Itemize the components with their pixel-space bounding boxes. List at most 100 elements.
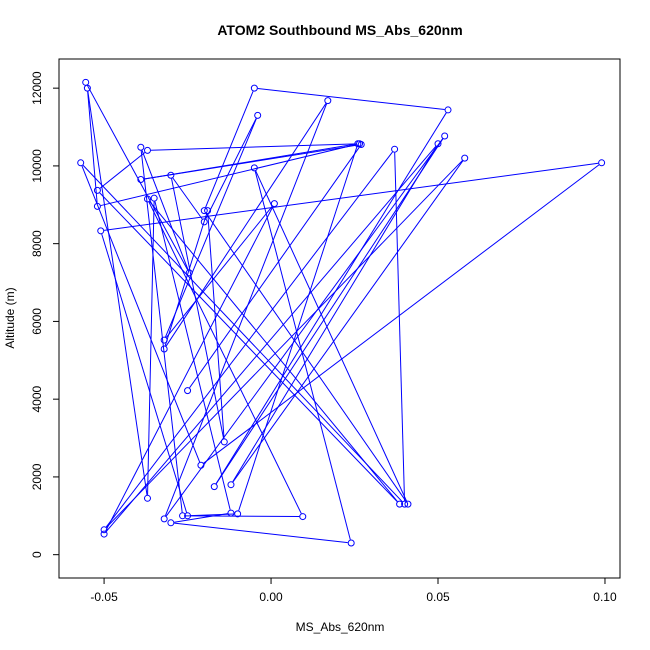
data-point [347, 539, 355, 547]
series-segment [205, 118, 257, 220]
data-point [234, 510, 242, 518]
data-point [250, 84, 258, 92]
data-point [598, 159, 606, 167]
series-segment [232, 160, 464, 483]
series-segment [87, 91, 148, 496]
series-segment [82, 164, 403, 503]
data-point [441, 132, 449, 140]
data-point [444, 106, 452, 114]
series-segment [164, 213, 208, 346]
data-point [97, 227, 105, 235]
series-segment [205, 91, 254, 208]
series-segment [190, 513, 235, 517]
series-segment [185, 515, 300, 518]
series-segment [147, 201, 155, 495]
series-segment [189, 147, 360, 389]
data-point [200, 207, 208, 215]
series-segment [174, 522, 348, 544]
data-point [185, 269, 193, 277]
series-segment [255, 170, 407, 502]
data-point [184, 512, 192, 520]
x-tick-label: -0.05 [90, 590, 118, 604]
series-segment [207, 213, 225, 439]
series-segment [215, 112, 447, 485]
series-segment [105, 151, 393, 528]
data-point [227, 481, 235, 489]
data-point [137, 176, 145, 184]
series-segment [164, 103, 328, 516]
data-point [143, 195, 151, 203]
data-point [82, 78, 90, 86]
series-segment [165, 103, 327, 347]
x-axis-label: MS_Abs_620nm [296, 620, 385, 634]
series-segment [171, 178, 225, 439]
chart-title: ATOM2 Southbound MS_Abs_620nm [217, 22, 462, 38]
series-segment [165, 138, 444, 517]
series-segment [205, 213, 407, 502]
series-segment [215, 138, 444, 485]
series-segment [172, 177, 203, 220]
y-tick-label: 12000 [30, 71, 44, 105]
y-tick-label: 4000 [30, 385, 44, 412]
data-point [160, 515, 168, 523]
series-segment [101, 233, 188, 513]
data-point [77, 159, 85, 167]
series-segment [144, 144, 358, 180]
series-segment [106, 160, 463, 528]
data-point [184, 387, 192, 395]
data-point [100, 530, 108, 538]
x-tick-label: 0.00 [259, 590, 283, 604]
series-segment [99, 192, 398, 503]
series-segment [257, 88, 445, 111]
x-tick-label: 0.05 [426, 590, 450, 604]
series-segment [99, 152, 146, 189]
series-segment [149, 201, 398, 502]
data-point [167, 171, 175, 179]
series-point-group [77, 78, 606, 547]
data-point [93, 202, 101, 210]
series-segment [86, 85, 189, 271]
data-point [179, 512, 187, 520]
data-point [299, 513, 307, 521]
data-point [150, 194, 158, 202]
data-point [250, 164, 258, 172]
series-segment [394, 152, 406, 501]
x-tick-label: 0.10 [593, 590, 617, 604]
data-point [396, 500, 404, 508]
series-segment [104, 162, 599, 231]
data-point [227, 509, 235, 517]
y-tick-label: 8000 [30, 230, 44, 257]
series-segment [150, 143, 357, 151]
series-segment [87, 91, 98, 203]
series-segment [165, 205, 273, 338]
series-segment [140, 150, 183, 513]
y-tick-label: 6000 [30, 308, 44, 335]
data-point [200, 218, 208, 226]
data-point [197, 461, 205, 469]
data-point [391, 145, 399, 153]
data-point [100, 526, 108, 534]
data-point [434, 140, 442, 148]
data-point [83, 84, 91, 92]
series-segment [238, 146, 358, 511]
series-segment [100, 144, 357, 207]
y-axis: 0 2000 4000 6000 8000 10000 12000 [30, 71, 59, 558]
data-point [160, 345, 168, 353]
data-point [143, 146, 151, 154]
series-segment [81, 165, 201, 463]
data-point [137, 143, 145, 151]
data-point [324, 97, 332, 105]
series-segment [141, 150, 189, 270]
data-point [160, 336, 168, 344]
series-segment [203, 164, 600, 464]
data-point [461, 154, 469, 162]
y-tick-label: 0 [30, 551, 44, 558]
y-tick-label: 10000 [30, 149, 44, 183]
x-axis: -0.05 0.00 0.05 0.10 [90, 578, 617, 604]
series-segment [165, 118, 257, 338]
y-axis-label: Altitude (m) [3, 287, 17, 348]
plot-frame [58, 58, 621, 579]
series-line-group [81, 85, 600, 544]
